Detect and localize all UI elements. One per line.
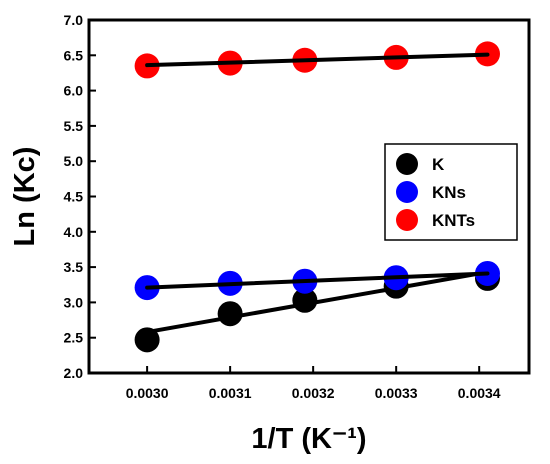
series-kns [134,260,500,301]
legend-marker [396,181,418,203]
data-point [134,327,160,353]
x-tick-label: 0.0030 [126,385,169,401]
y-axis-label: Ln (Kc) [9,147,41,247]
x-axis-ticks: 0.0030 0.0031 0.0032 0.0033 0.0034 [126,366,501,401]
legend-label: KNs [432,183,466,202]
y-tick-label: 2.0 [64,365,84,381]
y-tick-label: 5.5 [64,118,84,134]
y-tick-label: 5.0 [64,153,84,169]
y-tick-label: 4.0 [64,224,84,240]
y-tick-label: 2.5 [64,330,84,346]
x-tick-label: 0.0034 [458,385,501,401]
y-tick-label: 6.5 [64,47,84,63]
y-tick-label: 6.0 [64,83,84,99]
data-point [217,301,243,327]
fit-line [145,52,490,68]
y-tick-label: 3.0 [64,294,84,310]
data-layer [134,41,500,353]
fit-line [145,270,490,335]
x-tick-label: 0.0033 [375,385,418,401]
y-tick-label: 7.0 [64,12,84,28]
x-tick-label: 0.0031 [209,385,252,401]
y-axis-ticks: 2.0 2.5 3.0 3.5 4.0 4.5 5.0 5.5 6.0 6.5 7.0 [64,12,96,381]
series-knts [134,41,500,79]
legend: K KNs KNTs [384,143,518,241]
y-tick-label: 3.5 [64,259,84,275]
legend-marker [396,153,418,175]
legend-label: K [432,155,445,174]
legend-label: KNTs [432,211,475,230]
x-axis-label: 1/T (K⁻¹) [251,423,366,455]
x-tick-label: 0.0032 [292,385,335,401]
fit-line [145,271,490,290]
y-tick-label: 4.5 [64,189,84,205]
legend-marker [396,209,418,231]
